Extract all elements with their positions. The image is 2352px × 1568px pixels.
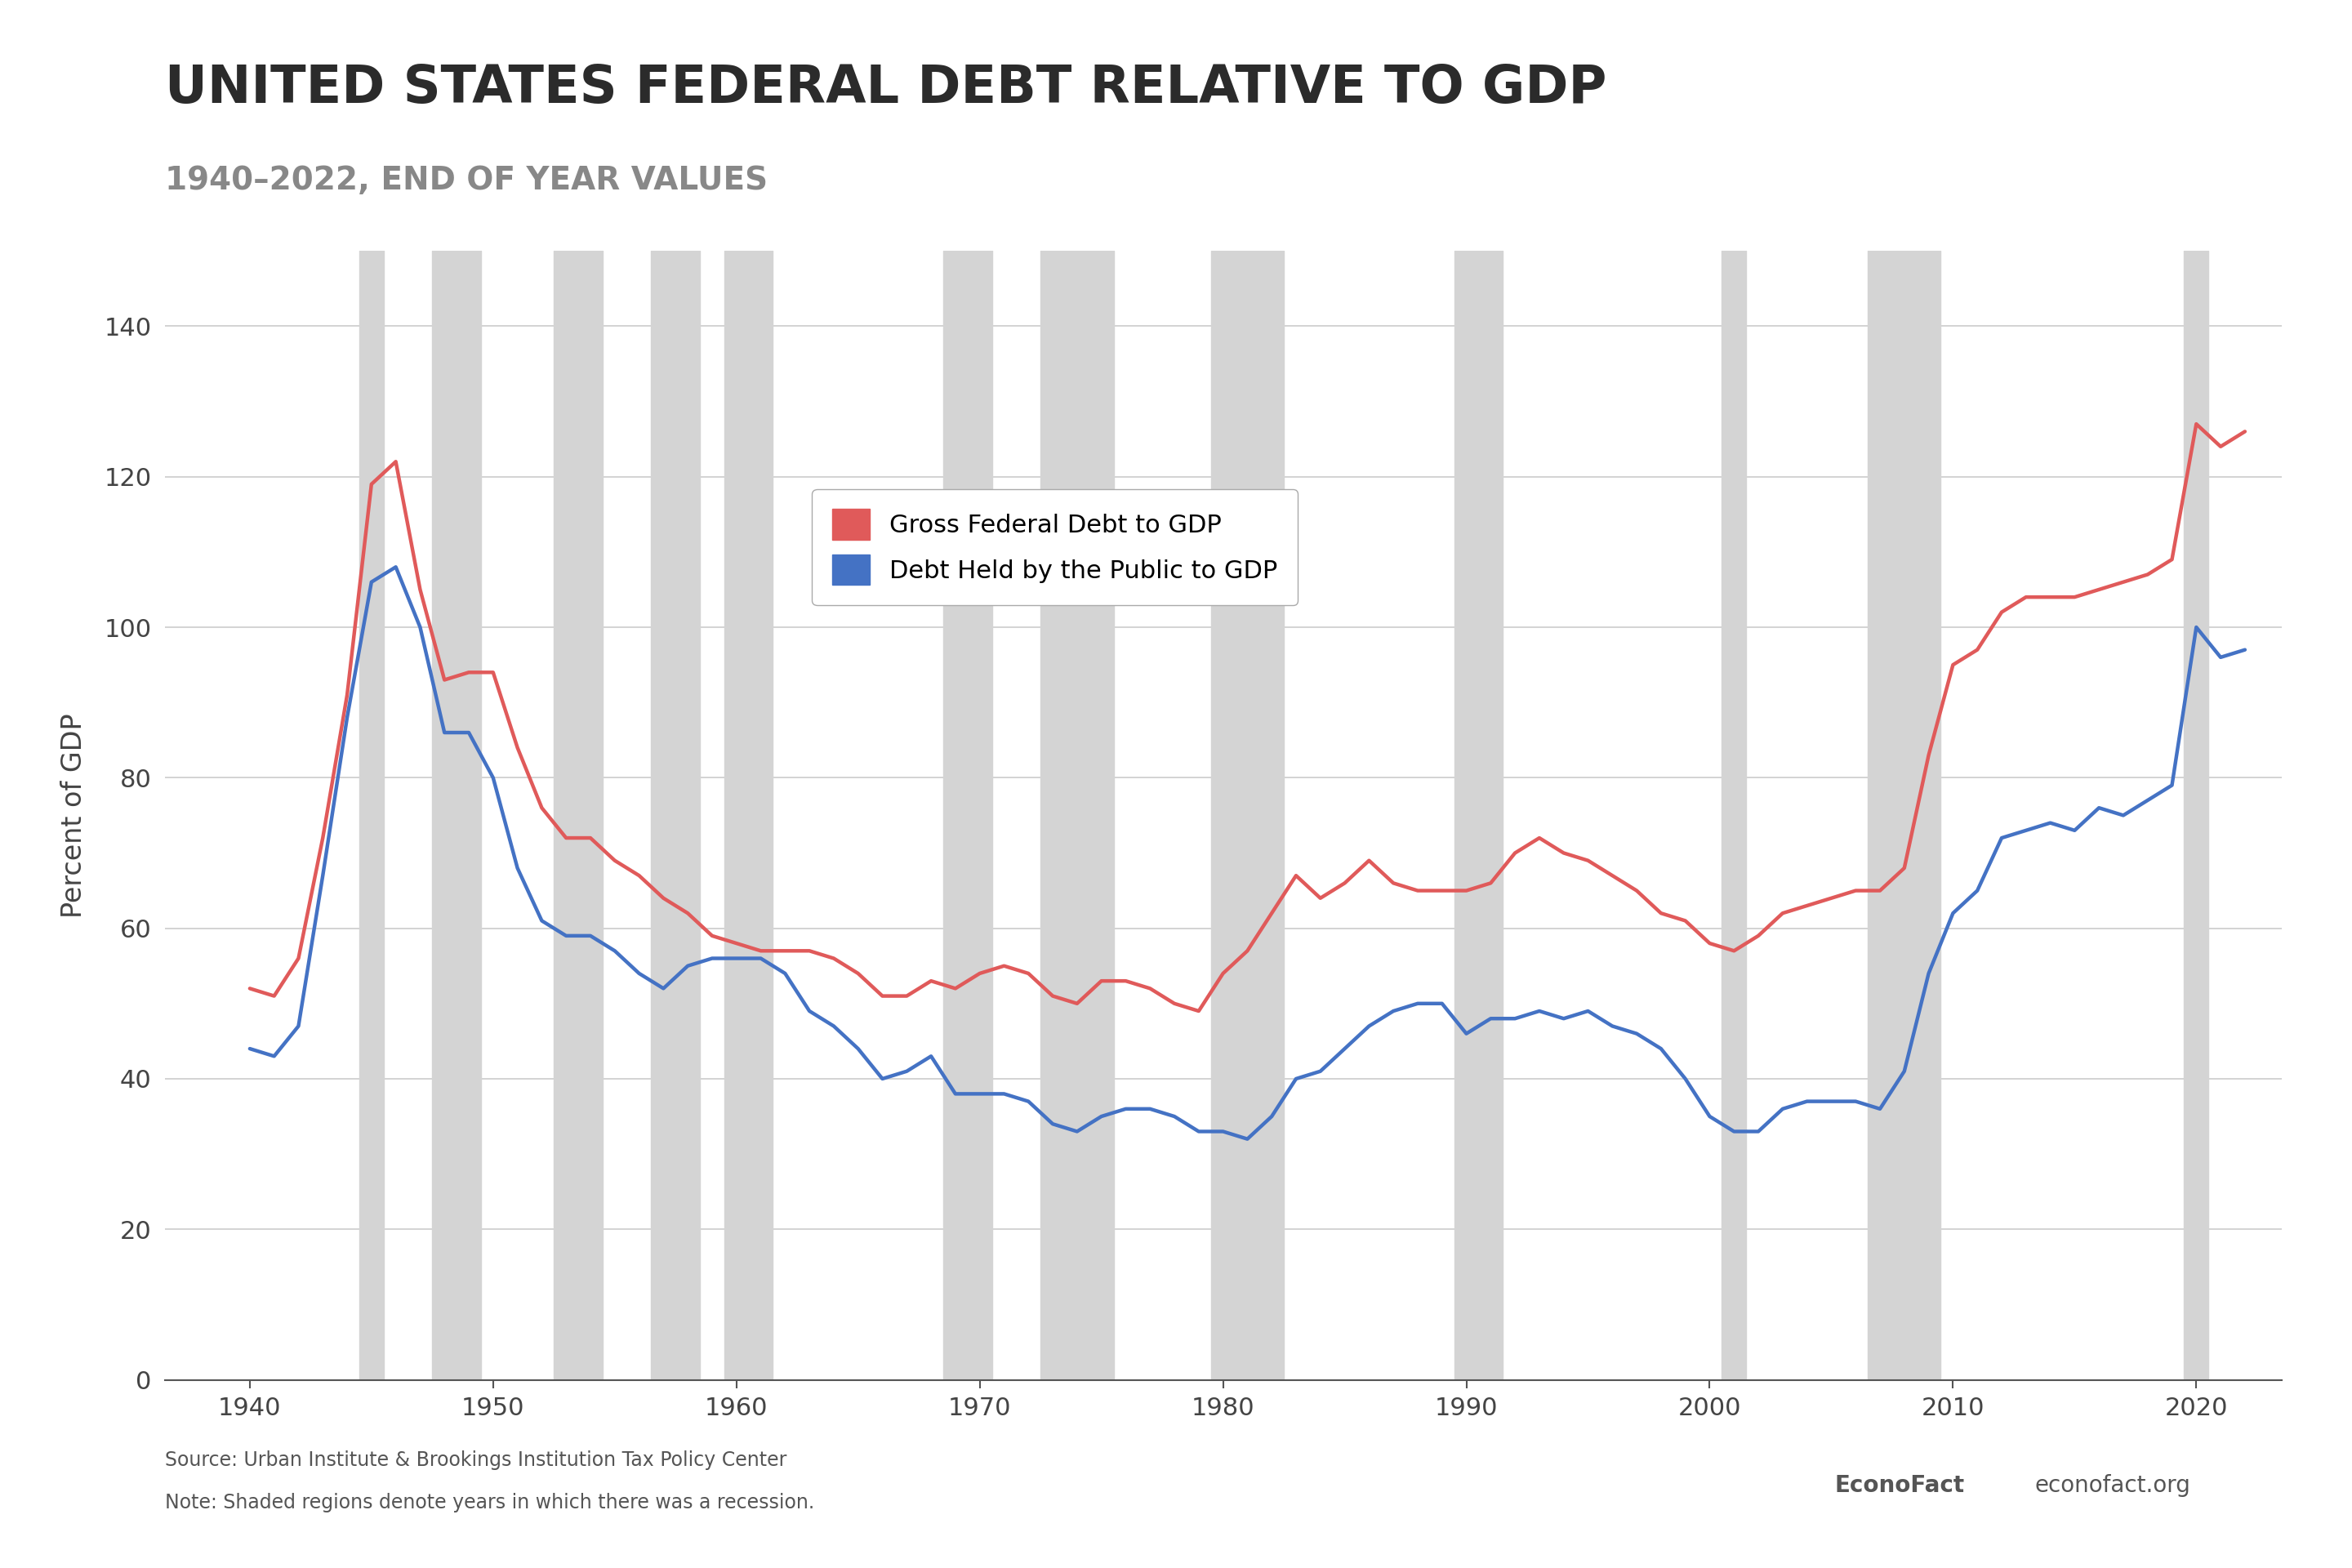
Bar — [1454, 251, 1503, 1380]
Bar — [555, 251, 602, 1380]
Bar — [360, 251, 383, 1380]
Bar — [2185, 251, 2209, 1380]
Y-axis label: Percent of GDP: Percent of GDP — [61, 713, 87, 917]
Text: econofact.org: econofact.org — [2034, 1474, 2190, 1497]
Bar — [1867, 251, 1940, 1380]
Legend: Gross Federal Debt to GDP, Debt Held by the Public to GDP: Gross Federal Debt to GDP, Debt Held by … — [811, 489, 1298, 605]
Bar — [943, 251, 993, 1380]
Bar — [1722, 251, 1745, 1380]
Text: UNITED STATES FEDERAL DEBT RELATIVE TO GDP: UNITED STATES FEDERAL DEBT RELATIVE TO G… — [165, 63, 1606, 113]
Bar — [1211, 251, 1235, 1380]
Text: 1940–2022, END OF YEAR VALUES: 1940–2022, END OF YEAR VALUES — [165, 165, 767, 196]
Bar — [1235, 251, 1284, 1380]
Text: EconoFact: EconoFact — [1835, 1474, 1964, 1497]
Bar — [1040, 251, 1112, 1380]
Bar — [724, 251, 774, 1380]
Text: Source: Urban Institute & Brookings Institution Tax Policy Center: Source: Urban Institute & Brookings Inst… — [165, 1450, 786, 1471]
Bar — [652, 251, 701, 1380]
Bar — [433, 251, 480, 1380]
Text: Note: Shaded regions denote years in which there was a recession.: Note: Shaded regions denote years in whi… — [165, 1493, 814, 1512]
